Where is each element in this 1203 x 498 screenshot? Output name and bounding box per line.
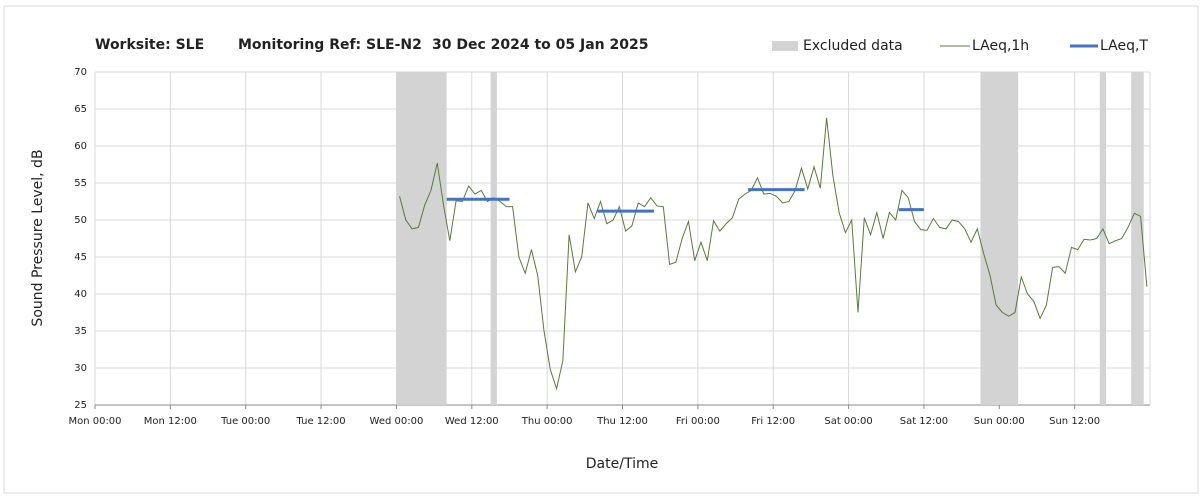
excluded-band bbox=[1099, 72, 1107, 405]
y-tick-label: 45 bbox=[74, 252, 87, 263]
x-tick-label: Wed 12:00 bbox=[445, 416, 499, 427]
y-tick-label: 55 bbox=[74, 178, 87, 189]
legend-label: LAeq,T bbox=[1100, 38, 1148, 54]
excluded-band bbox=[980, 72, 1019, 405]
line-series bbox=[399, 117, 1148, 391]
excluded-band bbox=[490, 72, 497, 405]
x-tick-label: Thu 00:00 bbox=[521, 416, 573, 427]
x-tick-label: Mon 00:00 bbox=[68, 416, 121, 427]
y-tick-label: 30 bbox=[74, 363, 87, 374]
legend-label: Excluded data bbox=[803, 38, 903, 54]
x-tick-label: Sun 00:00 bbox=[974, 416, 1025, 427]
y-tick-label: 40 bbox=[74, 289, 87, 300]
x-tick-label: Tue 12:00 bbox=[296, 416, 346, 427]
legend-swatch bbox=[772, 41, 798, 51]
x-tick-label: Sun 12:00 bbox=[1049, 416, 1100, 427]
y-tick-label: 65 bbox=[74, 104, 87, 115]
y-tick-label: 70 bbox=[74, 67, 87, 78]
y-tick-label: 25 bbox=[74, 400, 87, 411]
legend-label: LAeq,1h bbox=[972, 38, 1029, 54]
x-tick-label: Wed 00:00 bbox=[370, 416, 424, 427]
title-worksite: Worksite: SLE bbox=[95, 37, 204, 53]
title-dates: 30 Dec 2024 to 05 Jan 2025 bbox=[432, 37, 649, 53]
y-tick-label: 50 bbox=[74, 215, 87, 226]
x-tick-label: Mon 12:00 bbox=[144, 416, 197, 427]
y-tick-label: 60 bbox=[74, 141, 87, 152]
x-tick-label: Sat 00:00 bbox=[824, 416, 872, 427]
y-axis-label: Sound Pressure Level, dB bbox=[30, 149, 46, 326]
x-tick-label: Fri 00:00 bbox=[676, 416, 720, 427]
x-tick-label: Thu 12:00 bbox=[596, 416, 648, 427]
x-axis-label: Date/Time bbox=[586, 456, 658, 472]
title-ref: Monitoring Ref: SLE-N2 bbox=[238, 37, 422, 53]
x-tick-label: Fri 12:00 bbox=[751, 416, 795, 427]
excluded-band bbox=[396, 72, 447, 405]
x-tick-label: Tue 00:00 bbox=[220, 416, 270, 427]
y-tick-label: 35 bbox=[74, 326, 87, 337]
x-tick-label: Sat 12:00 bbox=[900, 416, 948, 427]
excluded-band bbox=[1131, 72, 1144, 405]
